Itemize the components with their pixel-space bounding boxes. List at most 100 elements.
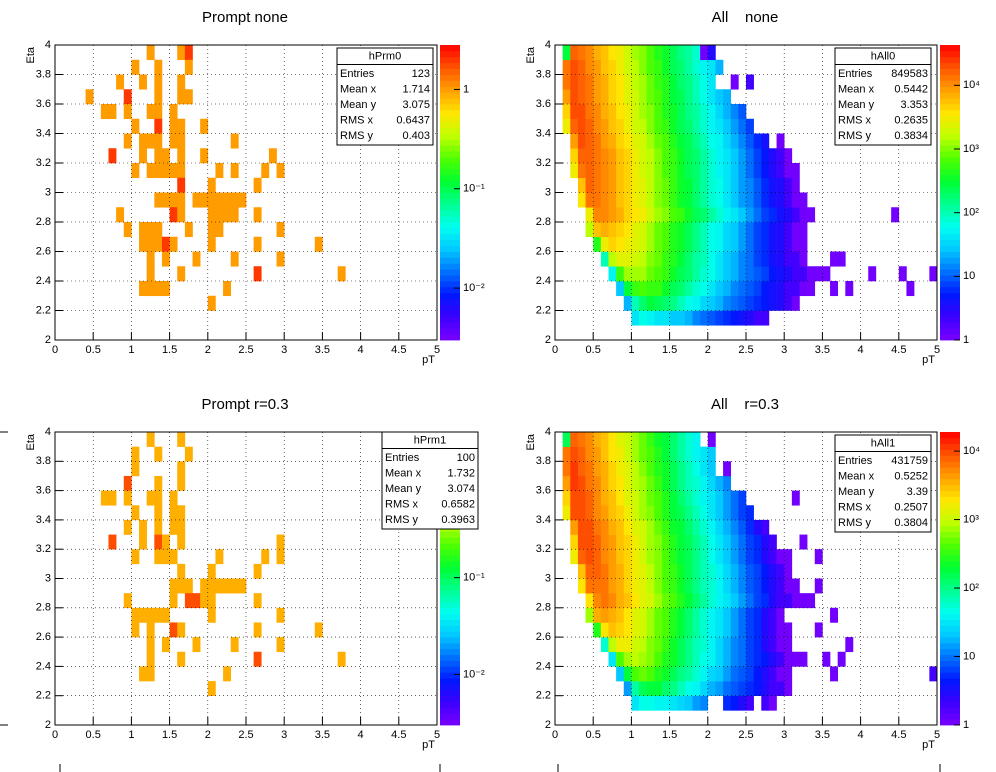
cell: [784, 681, 793, 696]
cell: [692, 637, 701, 653]
cell: [746, 695, 754, 711]
cell: [799, 251, 808, 267]
cell: [807, 266, 816, 282]
y-tick-label: 2: [45, 719, 51, 731]
cell: [207, 222, 216, 238]
cell: [654, 251, 663, 267]
cell: [585, 222, 594, 238]
cell: [715, 251, 724, 267]
cell: [623, 163, 632, 179]
x-tick-label: 1.5: [162, 344, 177, 356]
cell: [723, 593, 732, 609]
cell: [738, 563, 747, 579]
color-bar-step: [940, 192, 960, 199]
cell: [776, 563, 785, 579]
cell: [146, 104, 155, 120]
cell: [661, 59, 670, 75]
cell: [154, 490, 163, 506]
cell: [600, 59, 609, 75]
cell: [669, 578, 678, 594]
color-bar-step: [440, 298, 460, 305]
cell: [723, 666, 732, 682]
cell: [639, 549, 647, 565]
color-bar-step: [940, 560, 960, 568]
cell: [700, 251, 709, 267]
panel: 0 0.5 1 1.5 2 2.5 3 3.5 4 4.5 522.22.42.62.833.23.…: [525, 396, 980, 751]
cell: [608, 266, 617, 282]
cell: [761, 295, 770, 311]
cell: [600, 519, 609, 535]
cell: [677, 607, 686, 623]
cell: [753, 163, 762, 179]
cell: [723, 607, 732, 623]
cell: [784, 651, 793, 667]
cell: [184, 222, 193, 238]
cell: [639, 637, 647, 653]
cell: [692, 192, 701, 208]
cell: [692, 475, 701, 491]
cell: [200, 192, 209, 208]
cell: [776, 177, 785, 193]
y-tick-label: 2.8: [36, 602, 51, 614]
color-bar-step: [440, 269, 460, 276]
cell: [738, 177, 747, 193]
cell: [761, 133, 770, 149]
color-bar-step: [940, 222, 960, 229]
cell: [784, 578, 793, 594]
cell: [654, 118, 663, 134]
color-bar-step: [940, 443, 960, 450]
cell: [761, 651, 770, 667]
stats-label: Mean x: [385, 468, 422, 480]
color-bar-step: [940, 449, 960, 456]
cell: [746, 310, 754, 326]
cell: [669, 446, 678, 462]
cell: [868, 266, 877, 282]
cell: [730, 251, 739, 267]
cell: [768, 666, 777, 682]
cell: [768, 281, 777, 297]
y-tick-label: 2.8: [536, 602, 551, 614]
cell: [253, 593, 262, 609]
cell: [669, 607, 678, 623]
cell: [784, 192, 793, 208]
cell: [593, 563, 602, 579]
color-bar-step: [940, 115, 960, 123]
cell: [715, 593, 724, 609]
cell: [799, 281, 808, 297]
cell: [646, 266, 655, 282]
color-bar-step: [440, 104, 460, 111]
cell: [692, 281, 701, 297]
cell: [570, 475, 579, 491]
cell: [814, 578, 823, 594]
cell: [707, 461, 716, 477]
cell: [654, 534, 663, 550]
cell: [154, 222, 163, 238]
cell: [139, 236, 147, 252]
cell: [146, 133, 155, 149]
cell: [761, 578, 770, 594]
cell: [669, 163, 678, 179]
cell: [623, 637, 632, 653]
x-tick-label: 5: [934, 729, 940, 741]
cell: [723, 534, 732, 550]
cell: [677, 310, 686, 326]
cell: [654, 637, 663, 653]
cell: [677, 681, 686, 696]
cell: [715, 505, 724, 521]
cell: [677, 133, 686, 149]
cell: [654, 593, 663, 609]
cell: [723, 177, 732, 193]
cell: [646, 681, 655, 696]
cell: [631, 281, 640, 297]
cell: [669, 295, 678, 311]
cell: [791, 281, 800, 297]
cell: [623, 59, 632, 75]
cell: [700, 133, 709, 149]
cell: [570, 163, 579, 179]
cell: [585, 549, 594, 565]
cell: [639, 310, 647, 326]
cell: [207, 681, 216, 696]
cell: [723, 622, 732, 638]
cell: [577, 578, 586, 594]
